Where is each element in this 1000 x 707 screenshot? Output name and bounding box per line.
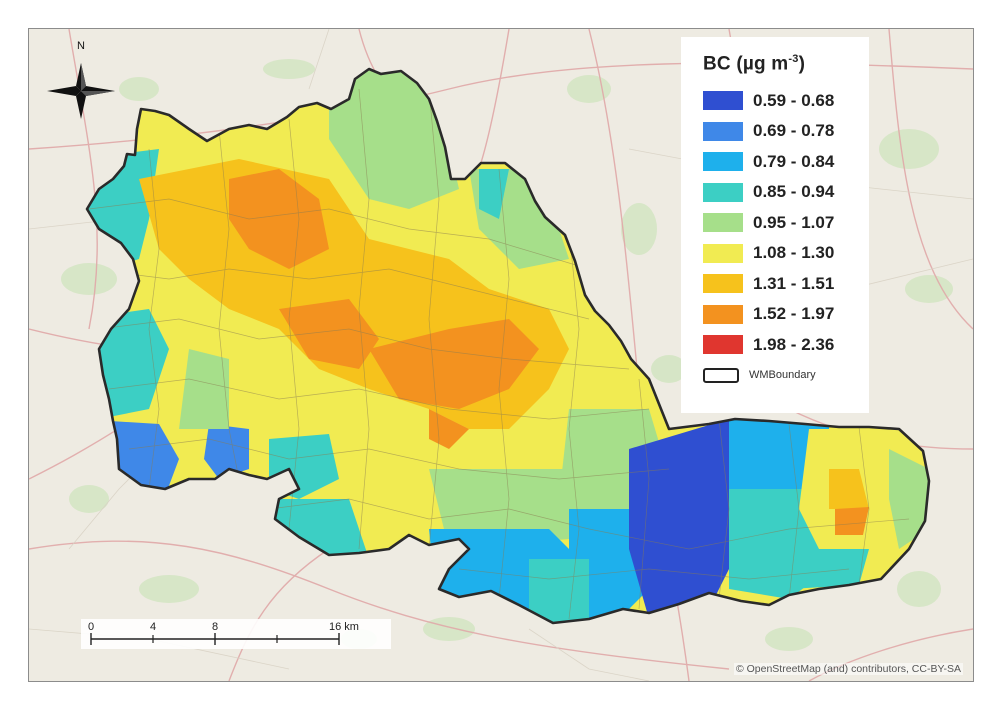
legend-range-label: 1.08 - 1.30 bbox=[753, 243, 835, 263]
legend-swatch bbox=[703, 304, 743, 324]
legend-row: 0.79 - 0.84 bbox=[703, 146, 869, 177]
map-attribution: © OpenStreetMap (and) contributors, CC-B… bbox=[733, 663, 963, 675]
scale-tick-8: 8 bbox=[212, 621, 218, 633]
ward-boundaries bbox=[88, 88, 910, 620]
legend-row: 1.08 - 1.30 bbox=[703, 238, 869, 269]
legend-swatch bbox=[703, 213, 743, 233]
legend-range-label: 0.95 - 1.07 bbox=[753, 212, 835, 232]
map-frame: N 0 4 8 16 km BC (µg m-3) 0.59 - 0.68 0.6… bbox=[28, 28, 974, 682]
wm-boundary-outline bbox=[85, 67, 931, 625]
legend-title: BC (µg m-3) bbox=[703, 53, 869, 75]
legend-swatch bbox=[703, 152, 743, 172]
legend-swatch bbox=[703, 121, 743, 141]
legend-range-label: 0.79 - 0.84 bbox=[753, 151, 835, 171]
legend-range-label: 0.59 - 0.68 bbox=[753, 90, 835, 110]
legend-title-close: ) bbox=[798, 53, 806, 75]
legend-range-label: 1.31 - 1.51 bbox=[753, 273, 835, 293]
scale-tick-4: 4 bbox=[150, 621, 156, 633]
legend-title-exponent: -3 bbox=[788, 53, 799, 65]
legend-row: 1.98 - 2.36 bbox=[703, 329, 869, 360]
legend-swatch bbox=[703, 91, 743, 111]
legend-row: 0.59 - 0.68 bbox=[703, 85, 869, 116]
basemap-green-areas bbox=[61, 59, 953, 651]
legend-range-label: 1.98 - 2.36 bbox=[753, 334, 835, 354]
legend-range-label: 1.52 - 1.97 bbox=[753, 304, 835, 324]
legend-row: 0.95 - 1.07 bbox=[703, 207, 869, 238]
boundary-label: WMBoundary bbox=[749, 369, 816, 382]
north-label: N bbox=[77, 40, 85, 52]
legend-swatch bbox=[703, 274, 743, 294]
legend-swatch bbox=[703, 182, 743, 202]
north-arrow-icon bbox=[47, 63, 115, 119]
legend-row: 0.85 - 0.94 bbox=[703, 177, 869, 208]
boundary-swatch bbox=[703, 367, 739, 383]
legend-row: 1.31 - 1.51 bbox=[703, 268, 869, 299]
legend-range-label: 0.69 - 0.78 bbox=[753, 121, 835, 141]
legend-range-label: 0.85 - 0.94 bbox=[753, 182, 835, 202]
legend-boundary-row: WMBoundary bbox=[703, 360, 869, 391]
legend-swatch bbox=[703, 243, 743, 263]
scale-tick-16km: 16 km bbox=[329, 621, 359, 633]
legend-row: 1.52 - 1.97 bbox=[703, 299, 869, 330]
legend-panel: BC (µg m-3) 0.59 - 0.68 0.69 - 0.78 0.79 -… bbox=[681, 37, 869, 413]
legend-row: 0.69 - 0.78 bbox=[703, 116, 869, 147]
legend-swatch bbox=[703, 335, 743, 355]
scale-bar: 0 4 8 16 km bbox=[81, 619, 391, 649]
legend-title-text: BC (µg m bbox=[703, 53, 789, 75]
scale-tick-0: 0 bbox=[88, 621, 94, 633]
legend-classes: 0.59 - 0.68 0.69 - 0.78 0.79 - 0.84 0.85 - … bbox=[703, 85, 869, 360]
